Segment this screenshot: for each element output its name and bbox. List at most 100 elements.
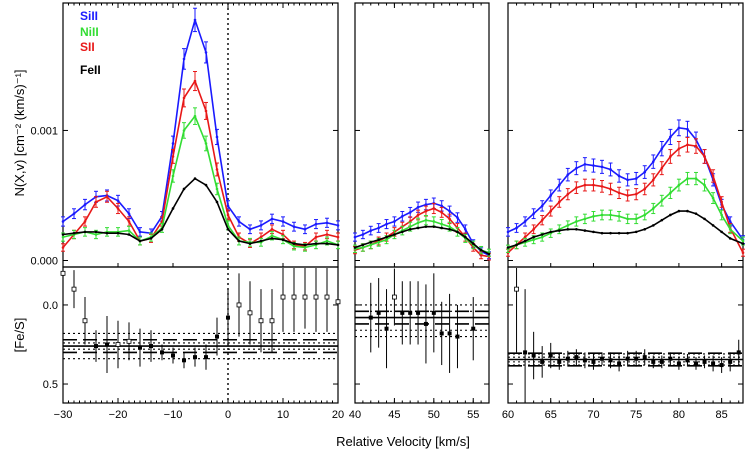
data-point — [281, 233, 285, 236]
data-point — [686, 127, 689, 131]
x-tick-label: 75 — [630, 409, 642, 421]
data-point — [609, 187, 612, 191]
data-point — [105, 195, 109, 199]
data-point — [617, 231, 621, 235]
ratio-point — [105, 342, 109, 347]
data-point — [226, 227, 230, 231]
data-point — [61, 235, 65, 239]
series-line — [62, 79, 339, 249]
data-point — [617, 214, 621, 218]
top-y-tick-label: 0.000 — [30, 255, 58, 267]
data-point — [686, 177, 689, 180]
data-point — [292, 242, 296, 245]
data-point — [361, 233, 365, 236]
data-point — [353, 235, 357, 239]
ratio-point-open — [60, 270, 66, 276]
data-point — [532, 212, 535, 215]
data-point — [259, 239, 263, 243]
fe-s-ratio — [508, 268, 743, 402]
data-point — [456, 230, 459, 234]
data-point — [432, 225, 436, 228]
ratio-point — [431, 310, 436, 315]
ratio-point — [138, 345, 142, 350]
data-point — [720, 200, 723, 204]
data-point — [677, 147, 681, 150]
data-point — [432, 220, 436, 223]
data-point — [385, 222, 388, 226]
ratio-point — [591, 359, 596, 364]
data-point — [634, 217, 638, 221]
data-point — [292, 244, 296, 248]
data-point — [651, 160, 655, 163]
data-point — [336, 235, 340, 239]
data-point — [270, 237, 274, 240]
ratio-point-open — [269, 318, 275, 324]
data-point — [575, 186, 578, 189]
ratio-point-open — [324, 294, 330, 300]
series-line — [507, 143, 744, 254]
ratio-point — [376, 310, 381, 315]
data-point — [314, 242, 318, 245]
data-point — [393, 233, 396, 236]
ratio-point — [204, 355, 208, 360]
bottom-y-axis-title: [Fe/S] — [12, 318, 27, 353]
x-tick-label: 0 — [225, 409, 231, 421]
top-y-axis-title: N(X,v) [cm⁻² (km/s)⁻¹] — [12, 69, 27, 196]
x-tick-label: 10 — [277, 409, 289, 421]
panel-1: −30 −20 −10 0 10 20 0.000 0.001 0.0 0.5 — [30, 2, 344, 421]
ratio-point — [582, 358, 587, 363]
data-point — [215, 168, 219, 171]
data-point — [432, 207, 436, 210]
data-point — [292, 225, 296, 228]
x-tick-label: 50 — [428, 409, 440, 421]
data-point — [575, 220, 578, 223]
data-point — [72, 231, 76, 235]
panels-layer: −30 −20 −10 0 10 20 0.000 0.001 0.0 0.5 40 45 50 55 60… — [30, 2, 745, 421]
data-point — [694, 177, 698, 180]
x-tick-label: 65 — [545, 409, 557, 421]
data-point — [634, 230, 638, 234]
data-point — [182, 96, 186, 100]
x-tick-label: 85 — [716, 409, 728, 421]
bottom-frame — [62, 266, 339, 404]
ratio-point-open — [71, 286, 77, 292]
data-point — [741, 242, 745, 245]
data-point — [600, 231, 604, 235]
data-point — [400, 214, 404, 218]
data-point — [540, 233, 544, 236]
series-niii — [353, 215, 491, 257]
data-point — [424, 203, 428, 206]
data-point — [237, 220, 241, 223]
ratio-point — [423, 321, 428, 326]
data-point — [583, 229, 587, 232]
data-point — [669, 191, 672, 195]
data-point — [626, 178, 629, 182]
data-point — [116, 207, 120, 210]
data-point — [669, 135, 672, 139]
data-point — [626, 217, 629, 221]
series-siii — [61, 7, 340, 238]
ratio-point — [226, 315, 230, 320]
data-point — [448, 227, 451, 231]
series-siii — [353, 197, 491, 260]
data-point — [237, 239, 241, 243]
ratio-point — [659, 359, 664, 364]
data-point — [741, 239, 745, 243]
data-point — [660, 147, 664, 150]
data-point — [204, 142, 208, 145]
data-point — [540, 235, 544, 239]
data-point — [325, 221, 329, 225]
data-point — [72, 212, 76, 215]
data-point — [361, 243, 365, 247]
data-point — [532, 238, 535, 241]
data-point — [609, 213, 612, 217]
data-point — [303, 246, 307, 249]
data-point — [720, 213, 723, 217]
ratio-point — [193, 355, 197, 360]
data-point — [643, 213, 647, 217]
ratio-point — [455, 334, 460, 339]
ratio-point — [215, 334, 219, 339]
data-point — [138, 230, 142, 234]
data-point — [416, 226, 420, 230]
data-point — [303, 227, 307, 231]
